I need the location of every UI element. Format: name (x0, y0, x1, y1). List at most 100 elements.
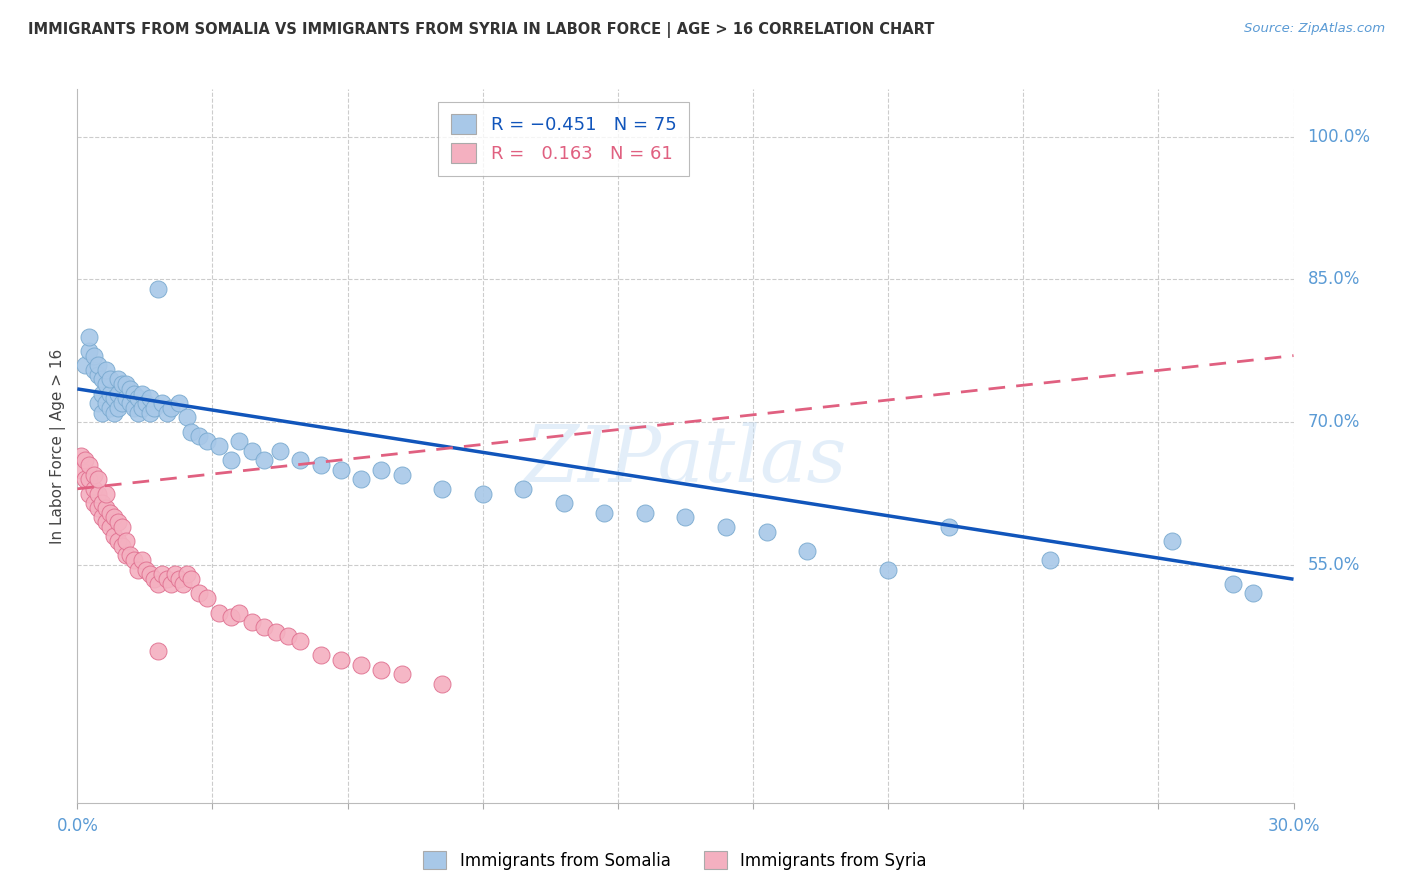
Point (90, 496, 112, 510)
Text: 85.0%: 85.0% (1308, 270, 1360, 288)
Point (115, 392, 138, 406)
Point (94, 486, 117, 500)
Point (370, 663, 392, 677)
Point (135, 396, 157, 410)
Point (103, 510, 125, 524)
Point (86, 358, 108, 372)
Point (131, 401, 153, 415)
Point (98, 506, 121, 520)
Point (139, 406, 162, 420)
Point (139, 567, 162, 582)
Point (143, 401, 166, 415)
Point (98, 372, 121, 386)
Point (430, 677, 453, 691)
Point (264, 624, 287, 639)
Point (115, 549, 138, 563)
Text: Source: ZipAtlas.com: Source: ZipAtlas.com (1244, 22, 1385, 36)
Point (90, 372, 112, 386)
Point (131, 553, 153, 567)
Point (75, 472, 97, 486)
Point (83, 363, 105, 377)
Point (86, 500, 108, 515)
Point (107, 401, 129, 415)
Point (115, 534, 138, 549)
Point (208, 439, 231, 453)
Point (221, 610, 243, 624)
Point (172, 577, 194, 591)
Point (553, 496, 575, 510)
Point (253, 620, 276, 634)
Point (148, 643, 170, 657)
Point (1222, 577, 1244, 591)
Point (277, 629, 299, 643)
Point (98, 386, 121, 401)
Point (755, 524, 778, 539)
Point (350, 657, 373, 672)
Point (90, 510, 112, 524)
Y-axis label: In Labor Force | Age > 16: In Labor Force | Age > 16 (51, 349, 66, 543)
Point (122, 386, 145, 401)
Point (290, 634, 312, 648)
Point (176, 410, 198, 425)
Point (269, 443, 291, 458)
Point (148, 577, 170, 591)
Point (176, 567, 198, 582)
Point (221, 453, 243, 467)
Point (253, 453, 276, 467)
Point (471, 486, 494, 500)
Point (938, 520, 960, 534)
Point (127, 392, 149, 406)
Point (98, 520, 121, 534)
Point (127, 406, 149, 420)
Point (107, 515, 129, 529)
Point (79, 458, 101, 472)
Point (86, 396, 108, 410)
Point (309, 648, 332, 663)
Point (111, 396, 134, 410)
Point (309, 458, 332, 472)
Point (90, 406, 112, 420)
Point (188, 586, 211, 600)
Point (94, 396, 117, 410)
Point (83, 496, 105, 510)
Point (139, 392, 162, 406)
Point (111, 539, 134, 553)
Text: 0.0%: 0.0% (56, 816, 98, 835)
Point (83, 482, 105, 496)
Point (103, 406, 125, 420)
Point (167, 572, 190, 586)
Point (94, 515, 117, 529)
Point (79, 329, 101, 343)
Text: 70.0%: 70.0% (1308, 413, 1360, 431)
Point (195, 434, 218, 449)
Point (195, 591, 218, 606)
Point (1161, 534, 1184, 549)
Point (228, 606, 250, 620)
Point (111, 520, 134, 534)
Text: IMMIGRANTS FROM SOMALIA VS IMMIGRANTS FROM SYRIA IN LABOR FORCE | AGE > 16 CORRE: IMMIGRANTS FROM SOMALIA VS IMMIGRANTS FR… (28, 22, 935, 38)
Legend: R = −0.451   N = 75, R =   0.163   N = 61: R = −0.451 N = 75, R = 0.163 N = 61 (439, 102, 689, 176)
Point (103, 392, 125, 406)
Point (79, 472, 101, 486)
Point (143, 572, 166, 586)
Point (391, 467, 413, 482)
Point (159, 577, 181, 591)
Point (127, 563, 149, 577)
Point (107, 386, 129, 401)
Point (188, 429, 211, 443)
Point (103, 529, 125, 543)
Point (115, 377, 138, 392)
Point (350, 472, 373, 486)
Point (329, 463, 352, 477)
Text: 30.0%: 30.0% (1267, 816, 1320, 835)
Point (370, 463, 392, 477)
Point (131, 386, 153, 401)
Point (122, 553, 145, 567)
Point (634, 506, 657, 520)
Point (94, 363, 117, 377)
Point (430, 482, 453, 496)
Point (111, 377, 134, 392)
Point (107, 534, 129, 549)
Point (98, 401, 121, 415)
Point (86, 472, 108, 486)
